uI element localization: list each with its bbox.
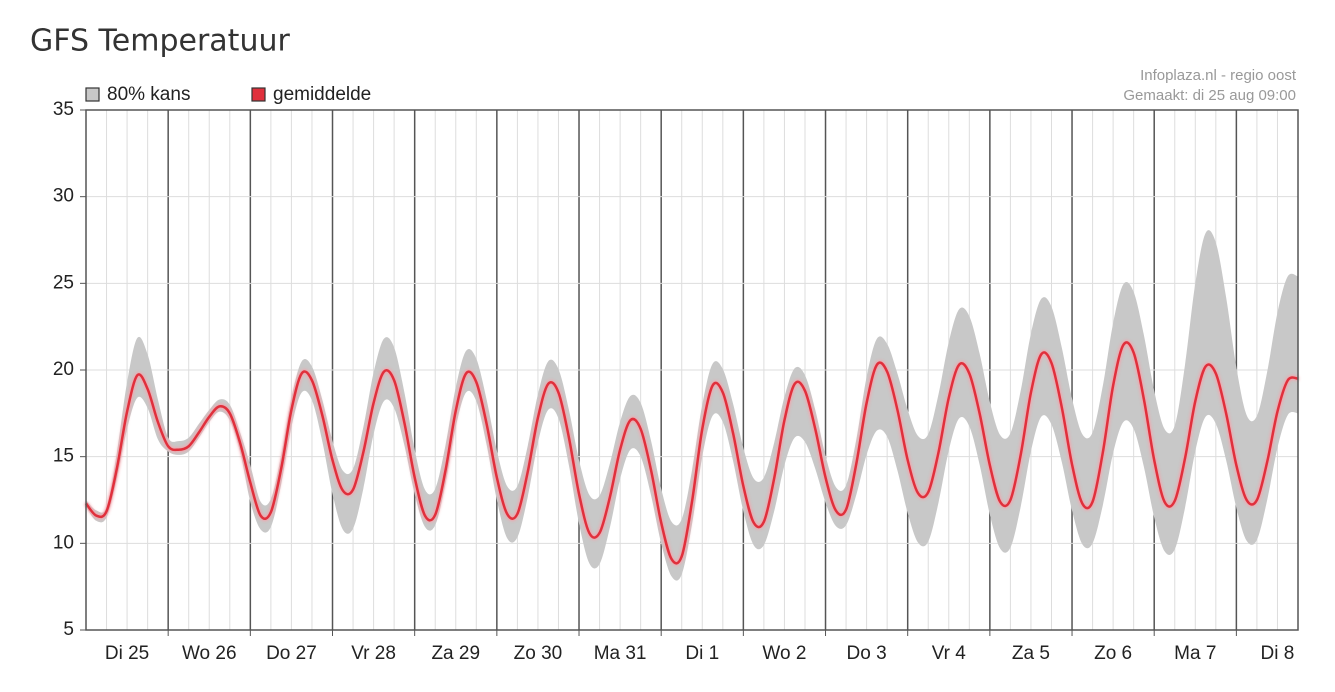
x-tick-label: Vr 28 [351,643,396,664]
credit: Gemaakt: di 25 aug 09:00 [1123,87,1296,104]
x-tick-label: Za 29 [431,643,480,664]
y-tick-label: 20 [53,359,74,380]
credit: Infoplaza.nl - regio oost [1140,67,1297,84]
x-tick-label: Di 25 [105,643,149,664]
x-tick-label: Ma 31 [594,643,647,664]
x-tick-label: Zo 6 [1094,643,1132,664]
x-tick-label: Do 3 [847,643,887,664]
x-tick-label: Vr 4 [932,643,967,664]
y-tick-label: 30 [53,186,74,207]
x-tick-label: Za 5 [1012,643,1050,664]
x-tick-label: Di 8 [1261,643,1295,664]
y-tick-label: 35 [53,99,74,120]
y-tick-label: 10 [53,532,74,553]
y-tick-label: 25 [53,272,74,293]
y-tick-label: 5 [63,619,74,640]
chart-title: GFS Temperatuur [30,24,290,59]
legend-swatch [85,87,100,102]
legend-swatch [251,87,266,102]
legend-label: gemiddelde [273,84,371,105]
x-tick-label: Di 1 [685,643,719,664]
x-tick-label: Zo 30 [514,643,563,664]
range-band [86,230,1298,581]
y-tick-label: 15 [53,446,74,467]
x-tick-label: Wo 2 [762,643,806,664]
x-tick-label: Wo 26 [182,643,237,664]
x-tick-label: Do 27 [266,643,317,664]
plot-border [85,109,1299,631]
x-tick-label: Ma 7 [1174,643,1216,664]
legend-label: 80% kans [107,84,190,105]
mean-line [85,341,1299,565]
